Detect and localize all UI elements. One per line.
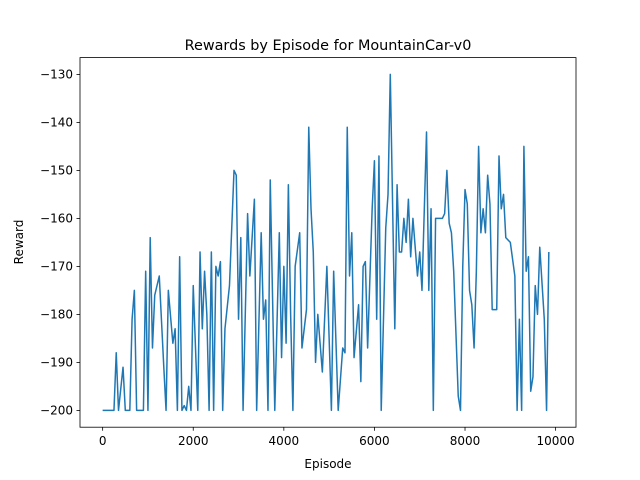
y-tick-label: −190 bbox=[40, 355, 73, 369]
x-tick-label: 8000 bbox=[450, 434, 481, 448]
line-series bbox=[102, 73, 550, 412]
chart-title: Rewards by Episode for MountainCar-v0 bbox=[185, 38, 472, 54]
x-tick-label: 0 bbox=[99, 434, 107, 448]
y-tick-label: −200 bbox=[40, 403, 73, 417]
y-tick-label: −150 bbox=[40, 163, 73, 177]
x-axis-label: Episode bbox=[304, 457, 351, 471]
x-tick-label: 6000 bbox=[359, 434, 390, 448]
y-tick-label: −160 bbox=[40, 211, 73, 225]
x-tick-label: 4000 bbox=[269, 434, 300, 448]
y-tick-label: −170 bbox=[40, 259, 73, 273]
y-tick-label: −180 bbox=[40, 307, 73, 321]
x-tick-label: 10000 bbox=[537, 434, 575, 448]
y-axis-label: Reward bbox=[12, 220, 26, 265]
y-tick-label: −130 bbox=[40, 67, 73, 81]
y-tick-label: −140 bbox=[40, 115, 73, 129]
x-tick-label: 2000 bbox=[178, 434, 209, 448]
axes-frame bbox=[79, 57, 577, 428]
